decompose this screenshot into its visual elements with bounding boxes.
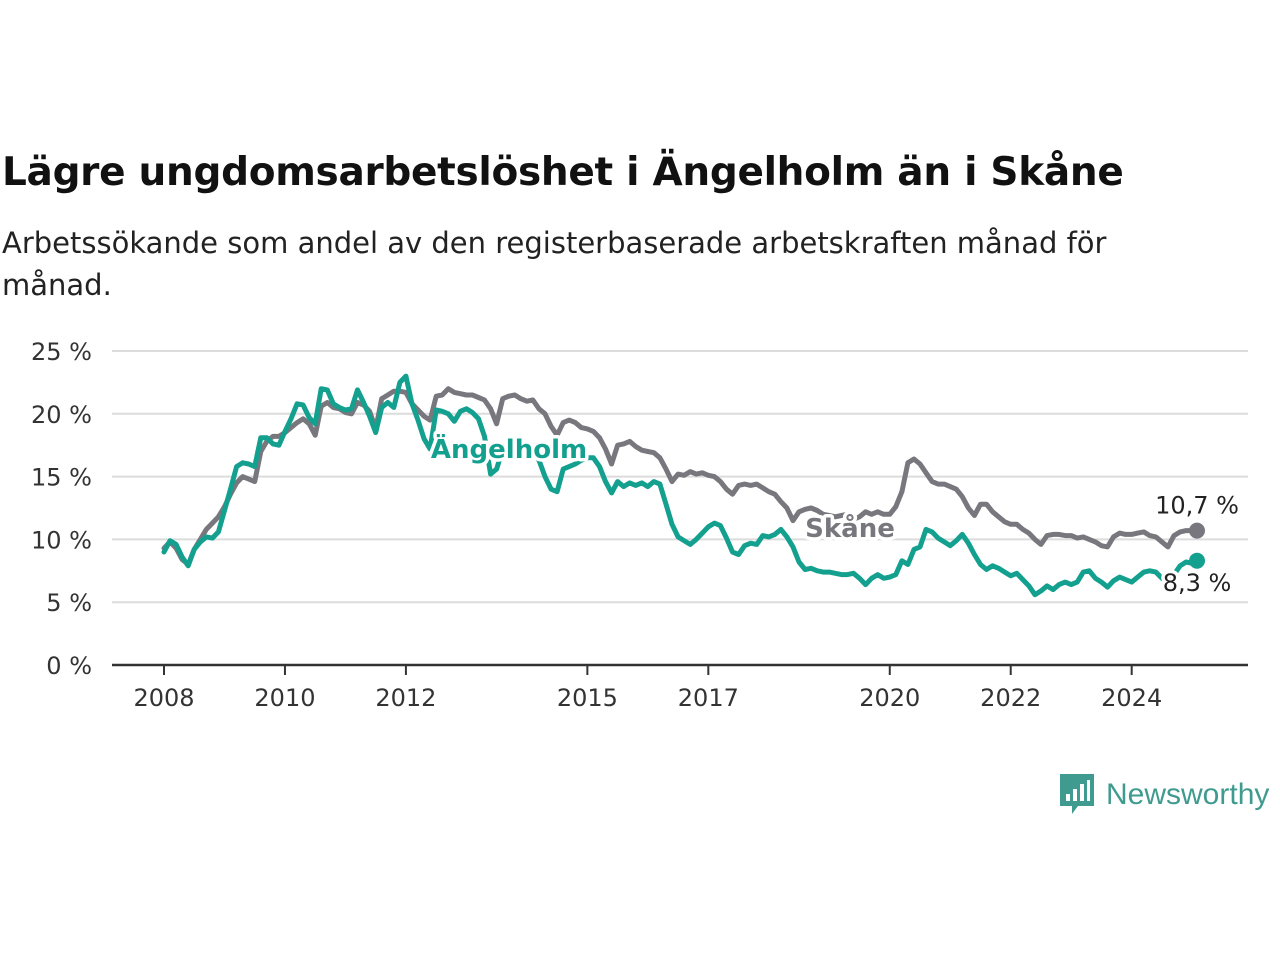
series-lines	[161, 373, 1205, 598]
newsworthy-logo-icon	[1060, 774, 1094, 814]
y-tick-label: 15 %	[31, 464, 92, 492]
series-labels: Skåne Ängelholm 10,7 % 8,3 %	[427, 430, 1242, 601]
y-axis: 0 % 5 % 10 % 15 % 20 % 25 %	[31, 338, 92, 680]
line-chart: 0 %5 %10 %15 %20 %25 % 2008 2010 2012 2015 2…	[31, 338, 1248, 712]
y-tick-label: 5 %	[46, 589, 92, 617]
newsworthy-logo-text: Newsworthy	[1106, 778, 1270, 811]
x-tick-label: 2022	[980, 684, 1041, 712]
series-end-point-angelholm	[1189, 552, 1205, 569]
end-label-skane: 10,7 %	[1155, 492, 1239, 520]
x-tick-label: 2010	[254, 684, 315, 712]
series-label-angelholm: Ängelholm	[431, 433, 587, 465]
chart-title: Lägre ungdomsarbetslöshet i Ängelholm än…	[2, 150, 1124, 195]
x-tick-label: 2020	[859, 684, 920, 712]
x-tick-label: 2015	[557, 684, 618, 712]
series-line-angelholm	[161, 373, 1200, 598]
series-label-skane: Skåne	[805, 512, 895, 544]
chart-subtitle: Arbetssökande som andel av den registerb…	[2, 226, 1107, 302]
x-tick-label: 2017	[678, 684, 739, 712]
x-axis: 2008 2010 2012 2015 2017 2020 2022 2024	[112, 663, 1248, 712]
series-end-point-skane	[1189, 522, 1205, 539]
x-tick-label: 2012	[375, 684, 436, 712]
y-tick-label: 0 %	[46, 652, 92, 680]
end-label-angelholm: 8,3 %	[1163, 569, 1232, 597]
x-tick-label: 2008	[133, 684, 194, 712]
x-tick-label: 2024	[1101, 684, 1162, 712]
y-tick-label: 25 %	[31, 338, 92, 366]
newsworthy-logo: Newsworthy	[1058, 772, 1269, 818]
y-tick-label: 10 %	[31, 526, 92, 554]
y-tick-label: 20 %	[31, 401, 92, 429]
